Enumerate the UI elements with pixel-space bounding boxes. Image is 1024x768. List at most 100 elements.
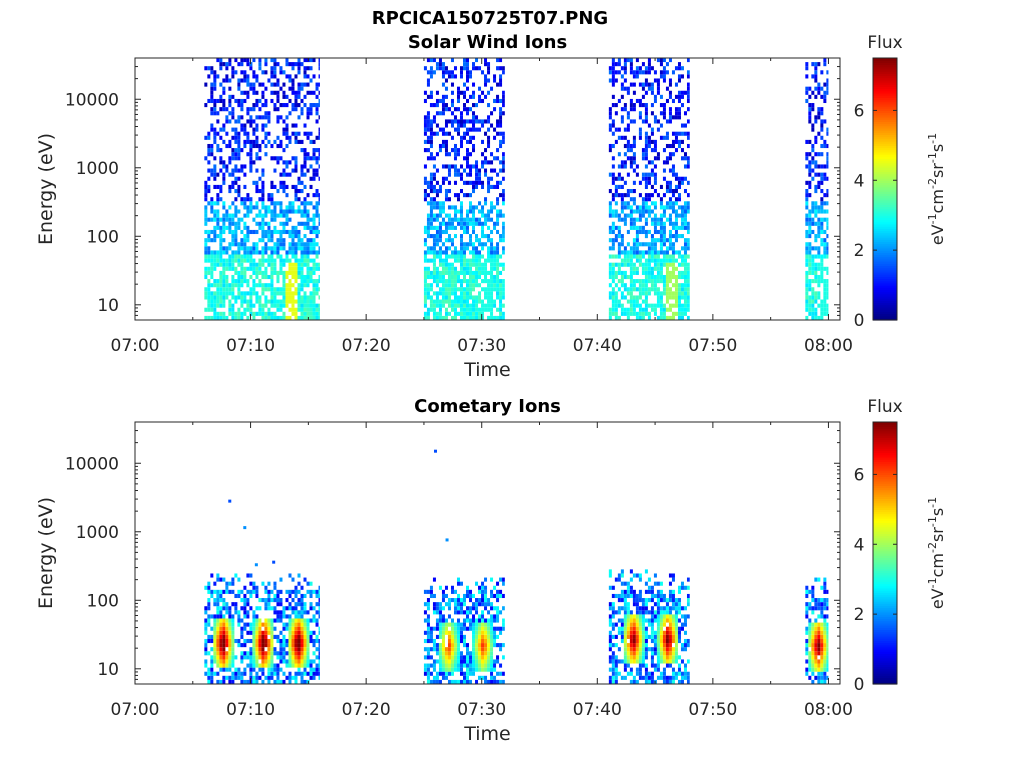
flux-cell [219, 655, 223, 660]
flux-cell [608, 78, 612, 83]
flux-cell [668, 274, 672, 280]
flux-cell [429, 127, 433, 132]
flux-cell [288, 98, 292, 104]
flux-cell [638, 70, 642, 75]
flux-cell [213, 250, 217, 255]
flux-cell [447, 303, 451, 308]
flux-cell [647, 303, 651, 308]
flux-cell [614, 663, 618, 668]
flux-cell [447, 168, 451, 173]
flux-cell [463, 193, 466, 198]
flux-cell [297, 62, 301, 67]
flux-cell [315, 279, 319, 284]
flux-cell [312, 315, 316, 320]
flux-cell [459, 663, 463, 668]
flux-cell [429, 131, 433, 136]
flux-cell [312, 139, 316, 144]
flux-cell [288, 618, 292, 623]
flux-cell [453, 254, 457, 259]
flux-cell [686, 98, 690, 104]
flux-cell [472, 184, 476, 189]
flux-cell [611, 74, 615, 79]
flux-cell [608, 266, 612, 271]
flux-cell [629, 266, 633, 271]
flux-cell [240, 148, 244, 153]
flux-cell [228, 618, 232, 623]
flux-cell [252, 86, 256, 91]
flux-cell [438, 225, 442, 230]
flux-cell [466, 671, 469, 676]
flux-cell [444, 225, 448, 230]
flux-cell [484, 618, 488, 623]
flux-cell [243, 197, 247, 202]
flux-cell [294, 651, 298, 656]
flux-cell [475, 180, 479, 185]
flux-cell [300, 634, 304, 639]
colorbar-band [873, 313, 897, 317]
flux-cell [270, 209, 274, 214]
flux-cell [641, 205, 645, 210]
flux-cell [252, 103, 256, 108]
flux-cell [820, 299, 824, 304]
flux-cell [683, 250, 687, 255]
colorbar-band [873, 147, 897, 151]
flux-cell [264, 643, 268, 648]
flux-cell [686, 225, 690, 230]
flux-cell [237, 139, 241, 144]
flux-cell [294, 90, 298, 95]
flux-cell [303, 634, 307, 639]
flux-cell [456, 667, 460, 672]
flux-cell [632, 90, 636, 95]
flux-cell [297, 139, 301, 144]
flux-cell [255, 103, 259, 108]
flux-cell [644, 258, 648, 263]
flux-cell [423, 287, 427, 292]
flux-cell [285, 626, 289, 631]
flux-cell [312, 229, 316, 235]
flux-cell [210, 589, 214, 594]
flux-cell [249, 573, 253, 578]
flux-cell [219, 663, 223, 668]
flux-cell [502, 679, 505, 684]
flux-cell [264, 287, 268, 292]
flux-cell [246, 135, 250, 140]
flux-cell [808, 279, 812, 284]
flux-cell [493, 630, 497, 635]
flux-cell [309, 299, 313, 304]
flux-cell [472, 606, 476, 611]
flux-cell [288, 315, 292, 320]
flux-cell [207, 234, 211, 239]
flux-cell [210, 152, 214, 157]
flux-cell [808, 193, 812, 198]
flux-cell [632, 70, 636, 75]
flux-cell [234, 205, 238, 210]
flux-cell [258, 107, 262, 112]
flux-cell [614, 225, 618, 230]
flux-cell [231, 111, 235, 116]
flux-cell [650, 274, 654, 280]
flux-cell [814, 152, 818, 157]
flux-cell [282, 127, 286, 132]
flux-cell [204, 266, 208, 271]
flux-cell [814, 201, 818, 206]
flux-cell [213, 630, 217, 635]
flux-cell [450, 299, 454, 304]
flux-cell [315, 119, 319, 124]
flux-cell [291, 651, 295, 656]
flux-cell [219, 258, 223, 263]
flux-cell [459, 225, 463, 230]
flux-cell [808, 295, 812, 300]
flux-cell [282, 634, 286, 639]
flux-cell [435, 152, 439, 157]
flux-cell [270, 311, 274, 316]
flux-cell [475, 311, 479, 316]
flux-cell [629, 70, 633, 75]
flux-cell [638, 262, 642, 267]
flux-cell [246, 94, 250, 99]
flux-cell [487, 234, 491, 239]
flux-cell [611, 213, 615, 218]
flux-cell [668, 217, 672, 222]
flux-cell [475, 618, 479, 623]
flux-cell [826, 78, 829, 83]
flux-cell [261, 643, 265, 648]
